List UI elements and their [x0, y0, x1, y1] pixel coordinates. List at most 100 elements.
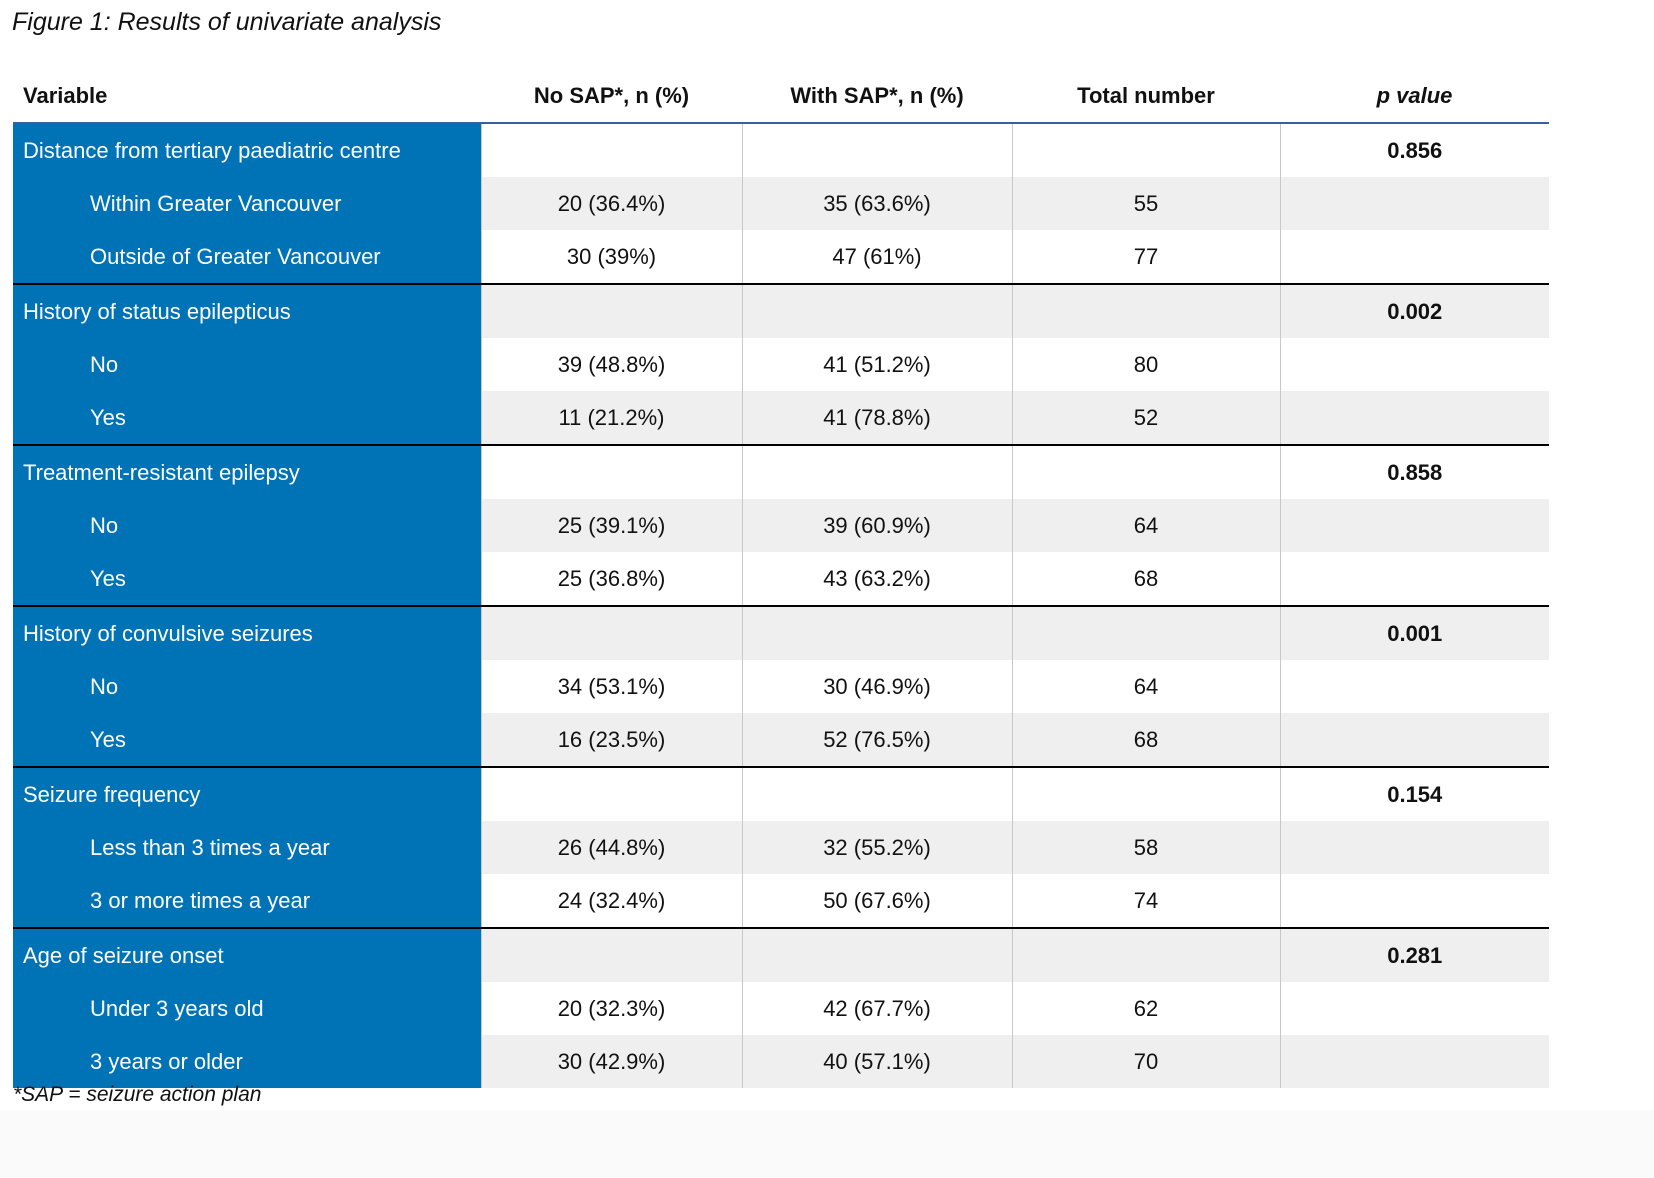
with-sap-value: 41 (78.8%) [741, 391, 1012, 445]
empty-cell [1279, 230, 1549, 284]
total-value: 68 [1011, 713, 1280, 767]
empty-cell [741, 927, 1012, 982]
p-value: 0.001 [1279, 605, 1549, 660]
empty-cell [480, 605, 742, 660]
no-sap-value: 16 (23.5%) [480, 713, 742, 767]
header-p-value: p value [1280, 70, 1549, 124]
empty-cell [1279, 821, 1549, 874]
empty-cell [1279, 552, 1549, 606]
no-sap-value: 30 (39%) [480, 230, 742, 284]
empty-cell [1279, 660, 1549, 713]
row-label: Less than 3 times a year [13, 821, 481, 874]
group-row: Age of seizure onset 0.281 [13, 927, 1549, 982]
no-sap-value: 20 (36.4%) [480, 177, 742, 230]
table-row: Yes 25 (36.8%) 43 (63.2%) 68 [13, 552, 1549, 606]
empty-cell [1279, 338, 1549, 391]
table-row: Yes 16 (23.5%) 52 (76.5%) 68 [13, 713, 1549, 767]
row-label: Yes [13, 391, 481, 445]
empty-cell [741, 283, 1012, 338]
empty-cell [741, 605, 1012, 660]
total-value: 74 [1011, 874, 1280, 928]
table-row: 3 or more times a year 24 (32.4%) 50 (67.6… [13, 874, 1549, 928]
table-row: No 34 (53.1%) 30 (46.9%) 64 [13, 660, 1549, 713]
no-sap-value: 34 (53.1%) [480, 660, 742, 713]
empty-cell [1011, 605, 1280, 660]
empty-cell [1279, 874, 1549, 928]
no-sap-value: 11 (21.2%) [480, 391, 742, 445]
row-label: Outside of Greater Vancouver [13, 230, 481, 284]
row-label: No [13, 338, 481, 391]
header-total: Total number [1012, 70, 1280, 124]
empty-cell [1279, 391, 1549, 445]
row-label: Yes [13, 552, 481, 606]
empty-cell [1011, 927, 1280, 982]
with-sap-value: 40 (57.1%) [741, 1035, 1012, 1088]
with-sap-value: 35 (63.6%) [741, 177, 1012, 230]
p-value: 0.856 [1279, 123, 1549, 177]
no-sap-value: 25 (36.8%) [480, 552, 742, 606]
p-value: 0.281 [1279, 927, 1549, 982]
with-sap-value: 42 (67.7%) [741, 982, 1012, 1035]
empty-cell [741, 123, 1012, 177]
table-row: Under 3 years old 20 (32.3%) 42 (67.7%) 62 [13, 982, 1549, 1035]
no-sap-value: 24 (32.4%) [480, 874, 742, 928]
group-label: Distance from tertiary paediatric centre [13, 123, 481, 177]
table-row: Outside of Greater Vancouver 30 (39%) 47 (… [13, 230, 1549, 284]
group-row: Seizure frequency 0.154 [13, 766, 1549, 821]
empty-cell [480, 123, 742, 177]
row-label: 3 or more times a year [13, 874, 481, 928]
total-value: 52 [1011, 391, 1280, 445]
total-value: 64 [1011, 660, 1280, 713]
row-label: Under 3 years old [13, 982, 481, 1035]
with-sap-value: 30 (46.9%) [741, 660, 1012, 713]
group-row: Treatment-resistant epilepsy 0.858 [13, 444, 1549, 499]
with-sap-value: 43 (63.2%) [741, 552, 1012, 606]
row-label: Yes [13, 713, 481, 767]
header-variable: Variable [13, 70, 481, 124]
no-sap-value: 30 (42.9%) [480, 1035, 742, 1088]
empty-cell [1279, 982, 1549, 1035]
empty-cell [1279, 177, 1549, 230]
total-value: 68 [1011, 552, 1280, 606]
row-label: 3 years or older [13, 1035, 481, 1088]
p-value: 0.858 [1279, 444, 1549, 499]
table-row: No 39 (48.8%) 41 (51.2%) 80 [13, 338, 1549, 391]
group-row: History of status epilepticus 0.002 [13, 283, 1549, 338]
no-sap-value: 25 (39.1%) [480, 499, 742, 552]
with-sap-value: 39 (60.9%) [741, 499, 1012, 552]
empty-cell [480, 927, 742, 982]
total-value: 77 [1011, 230, 1280, 284]
no-sap-value: 39 (48.8%) [480, 338, 742, 391]
no-sap-value: 20 (32.3%) [480, 982, 742, 1035]
page-bottom-background [0, 1110, 1654, 1178]
table-row: Yes 11 (21.2%) 41 (78.8%) 52 [13, 391, 1549, 445]
p-value: 0.002 [1279, 283, 1549, 338]
row-label: No [13, 660, 481, 713]
results-table: Variable No SAP*, n (%) With SAP*, n (%)… [13, 70, 1549, 1088]
empty-cell [741, 444, 1012, 499]
no-sap-value: 26 (44.8%) [480, 821, 742, 874]
table-row: Less than 3 times a year 26 (44.8%) 32 (55… [13, 821, 1549, 874]
group-label: Seizure frequency [13, 766, 481, 821]
total-value: 62 [1011, 982, 1280, 1035]
empty-cell [1279, 713, 1549, 767]
total-value: 80 [1011, 338, 1280, 391]
header-row: Variable No SAP*, n (%) With SAP*, n (%)… [13, 70, 1549, 124]
total-value: 58 [1011, 821, 1280, 874]
table-row: Within Greater Vancouver 20 (36.4%) 35 (63… [13, 177, 1549, 230]
group-row: Distance from tertiary paediatric centre… [13, 123, 1549, 177]
empty-cell [1011, 444, 1280, 499]
with-sap-value: 52 (76.5%) [741, 713, 1012, 767]
empty-cell [741, 766, 1012, 821]
empty-cell [1011, 283, 1280, 338]
p-value: 0.154 [1279, 766, 1549, 821]
empty-cell [1279, 499, 1549, 552]
group-row: History of convulsive seizures 0.001 [13, 605, 1549, 660]
table-row: 3 years or older 30 (42.9%) 40 (57.1%) 70 [13, 1035, 1549, 1088]
group-label: History of convulsive seizures [13, 605, 481, 660]
with-sap-value: 47 (61%) [741, 230, 1012, 284]
with-sap-value: 32 (55.2%) [741, 821, 1012, 874]
empty-cell [480, 283, 742, 338]
header-no-sap: No SAP*, n (%) [481, 70, 742, 124]
total-value: 55 [1011, 177, 1280, 230]
